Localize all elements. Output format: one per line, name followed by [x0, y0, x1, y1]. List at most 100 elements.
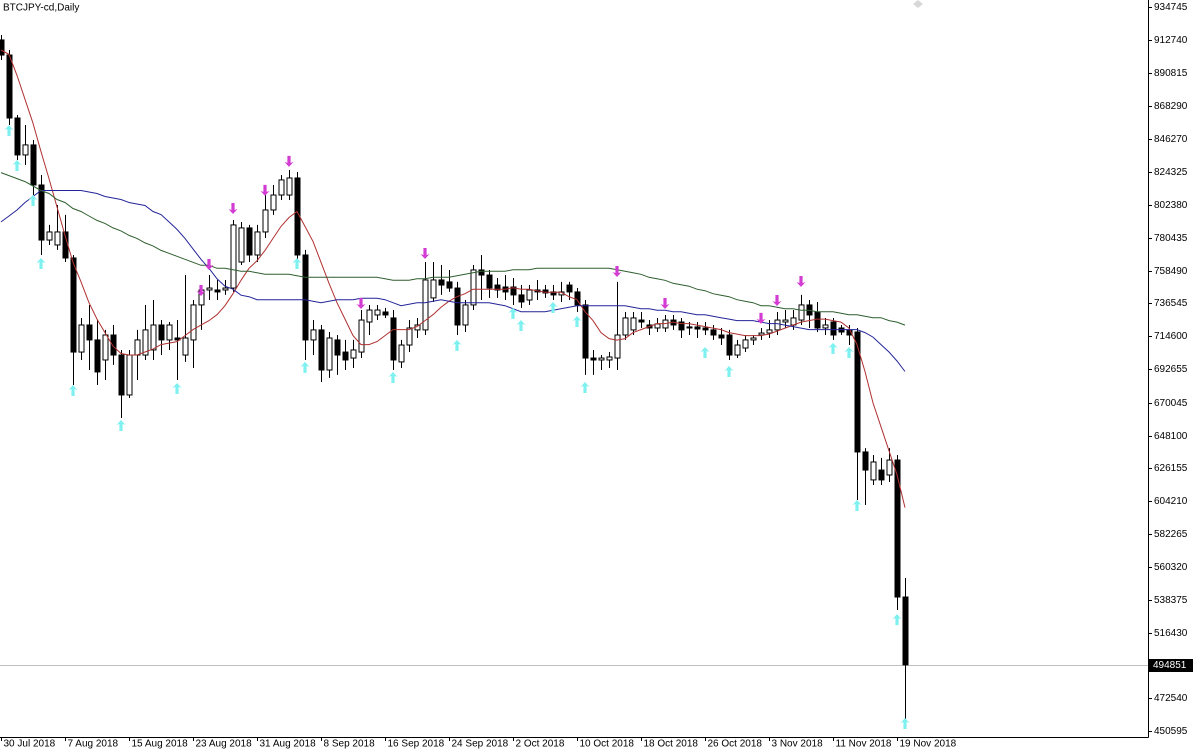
y-tick-label: 626155 — [1154, 463, 1188, 474]
buy-arrow — [300, 361, 310, 373]
y-tick-label: 516430 — [1154, 628, 1188, 639]
candle-body — [702, 327, 709, 331]
candle-body — [326, 337, 333, 371]
candle-body — [894, 459, 901, 598]
x-tick-label: 15 Aug 2018 — [132, 739, 189, 750]
y-tick-label: 670045 — [1154, 398, 1188, 409]
x-tick-label: 10 Oct 2018 — [580, 739, 635, 750]
buy-arrow — [292, 257, 302, 269]
candle-body — [830, 321, 837, 336]
y-tick-label: 560320 — [1154, 562, 1188, 573]
candle-body — [510, 286, 517, 296]
sell-arrow — [796, 275, 806, 287]
candle-body — [350, 349, 357, 359]
buy-arrow — [852, 499, 862, 511]
candle-body — [478, 269, 485, 276]
candle-body — [750, 337, 757, 341]
current-price-label: 494851 — [1153, 660, 1187, 671]
candle-body — [878, 469, 885, 481]
candle-body — [94, 339, 101, 373]
candle-body — [902, 596, 909, 666]
candle-body — [734, 344, 741, 356]
candle-body — [46, 231, 53, 241]
candle-body — [126, 354, 133, 396]
candle-body — [470, 269, 477, 306]
candle-body — [70, 257, 77, 353]
sell-arrow — [228, 203, 238, 215]
candle-body — [430, 279, 437, 299]
sell-arrow — [356, 297, 366, 309]
chart-title: BTCJPY-cd,Daily — [3, 3, 79, 14]
candle-body — [782, 319, 789, 323]
sell-arrow — [196, 284, 206, 296]
y-tick-label: 912740 — [1154, 35, 1188, 46]
candle-body — [142, 329, 149, 356]
candle-body — [166, 324, 173, 341]
candle-body — [270, 194, 277, 211]
sell-arrow — [420, 248, 430, 260]
candle-body — [374, 309, 381, 316]
x-tick-label: 31 Aug 2018 — [260, 739, 317, 750]
candle-body — [678, 321, 685, 331]
buy-arrow — [892, 614, 902, 626]
candle-body — [150, 324, 157, 351]
ma-line — [0, 190, 906, 372]
sell-arrow — [772, 294, 782, 306]
buy-arrow — [28, 195, 38, 207]
candle-body — [630, 317, 637, 331]
candle-body — [14, 117, 21, 156]
sell-arrow — [660, 297, 670, 309]
candle-body — [686, 326, 693, 329]
candle-body — [78, 324, 85, 353]
buy-arrow — [4, 125, 14, 137]
sell-arrow — [260, 184, 270, 196]
candle-body — [494, 284, 501, 291]
y-tick-label: 604210 — [1154, 496, 1188, 507]
scroll-marker — [913, 0, 923, 8]
y-tick-label: 846270 — [1154, 134, 1188, 145]
x-tick-label: 18 Oct 2018 — [644, 739, 699, 750]
y-tick-label: 538375 — [1154, 595, 1188, 606]
candle-body — [598, 357, 605, 361]
candle-body — [134, 339, 141, 356]
buy-arrow — [572, 316, 582, 328]
candle-body — [382, 311, 389, 316]
x-tick-label: 16 Sep 2018 — [388, 739, 445, 750]
candle-body — [334, 339, 341, 356]
y-tick-label: 758490 — [1154, 266, 1188, 277]
candle-body — [566, 284, 573, 293]
candle-body — [854, 331, 861, 453]
candle-body — [710, 329, 717, 336]
candle-body — [798, 304, 805, 321]
y-tick-label: 472540 — [1154, 693, 1188, 704]
candle-body — [886, 459, 893, 476]
buy-arrow — [12, 160, 22, 172]
buy-arrow — [116, 419, 126, 431]
ma-line — [0, 172, 906, 326]
sell-arrow — [284, 155, 294, 167]
ma-line — [0, 49, 906, 508]
buy-arrow — [388, 371, 398, 383]
candle-body — [638, 319, 645, 323]
buy-arrow — [508, 307, 518, 319]
candle-body — [814, 311, 821, 329]
candle-body — [438, 279, 445, 286]
y-tick-label: 802380 — [1154, 200, 1188, 211]
candle-body — [206, 287, 213, 291]
buy-arrow — [900, 718, 910, 730]
x-tick-label: 23 Aug 2018 — [196, 739, 253, 750]
y-tick-label: 934745 — [1154, 2, 1188, 13]
x-tick-label: 2 Oct 2018 — [516, 739, 565, 750]
candle-body — [766, 329, 773, 334]
candle-body — [302, 254, 309, 341]
y-tick-label: 582265 — [1154, 529, 1188, 540]
buy-arrow — [516, 320, 526, 332]
current-price-box — [1149, 659, 1193, 672]
y-tick-label: 714600 — [1154, 331, 1188, 342]
candle-body — [318, 329, 325, 371]
candle-body — [238, 227, 245, 263]
candle-body — [118, 354, 125, 396]
